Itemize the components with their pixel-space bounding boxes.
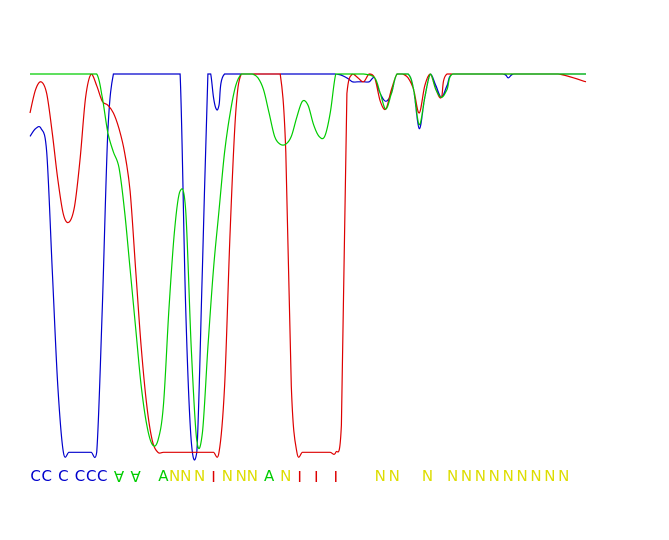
sequence-label: N: [503, 467, 514, 485]
sequence-label: N: [530, 467, 541, 485]
sequence-label: N: [236, 467, 247, 485]
sequence-label: N: [222, 467, 233, 485]
series-line-3: [30, 73, 586, 450]
sequence-label: N: [461, 467, 472, 485]
sequence-label: A: [264, 467, 275, 485]
sequence-label: N: [422, 467, 433, 485]
sequence-label: A: [130, 467, 141, 485]
sequence-label: C: [75, 467, 85, 485]
sequence-label: N: [489, 467, 500, 485]
sequence-label: A: [113, 467, 124, 485]
sequence-label: N: [247, 467, 258, 485]
sequence-label: N: [544, 467, 555, 485]
sequence-label: I: [297, 467, 301, 485]
sequence-label: C: [86, 467, 96, 485]
sequence-label: N: [169, 467, 180, 485]
sequence-label: N: [389, 467, 400, 485]
sequence-label: N: [475, 467, 486, 485]
sequence-label: C: [30, 467, 40, 485]
sequence-label: C: [97, 467, 107, 485]
sequence-label: A: [158, 467, 169, 485]
series-layer: [29, 73, 587, 461]
sequence-label: N: [516, 467, 527, 485]
sequence-label: N: [558, 467, 569, 485]
sequence-label: N: [375, 467, 386, 485]
sequence-label: I: [211, 467, 215, 485]
sequence-label: N: [180, 467, 191, 485]
sequence-label: N: [447, 467, 458, 485]
sequence-label: I: [314, 467, 318, 485]
sequence-label: N: [194, 467, 205, 485]
sequence-label: C: [58, 467, 68, 485]
sequence-label: N: [280, 467, 291, 485]
sequence-label: C: [41, 467, 51, 485]
sequence-label: I: [334, 467, 338, 485]
